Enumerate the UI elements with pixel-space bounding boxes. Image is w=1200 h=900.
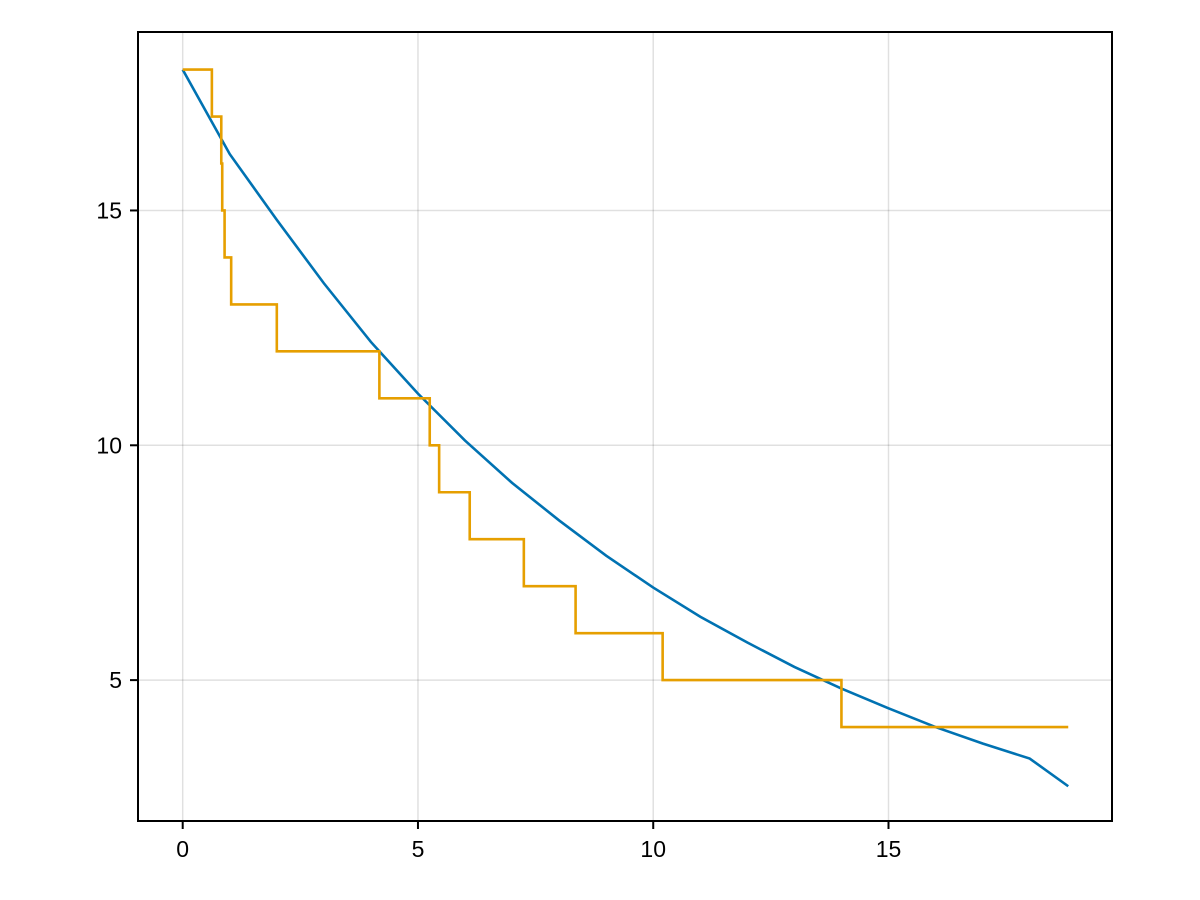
plot-frame	[137, 31, 1113, 822]
y-axis: 5 10 15	[96, 197, 138, 693]
y-tick-label: 5	[109, 667, 122, 693]
x-axis: 0 5 10 15	[176, 821, 901, 862]
series-layer	[181, 68, 1069, 788]
x-tick-label: 5	[412, 836, 425, 862]
x-tick-label: 10	[640, 836, 666, 862]
curve-series-line	[181, 68, 1069, 788]
step-series-line	[182, 68, 1069, 729]
x-tick-label: 0	[176, 836, 189, 862]
y-tick-label: 15	[96, 197, 122, 223]
x-tick-label: 15	[876, 836, 902, 862]
grid	[138, 32, 1112, 821]
y-tick-label: 10	[96, 432, 122, 458]
